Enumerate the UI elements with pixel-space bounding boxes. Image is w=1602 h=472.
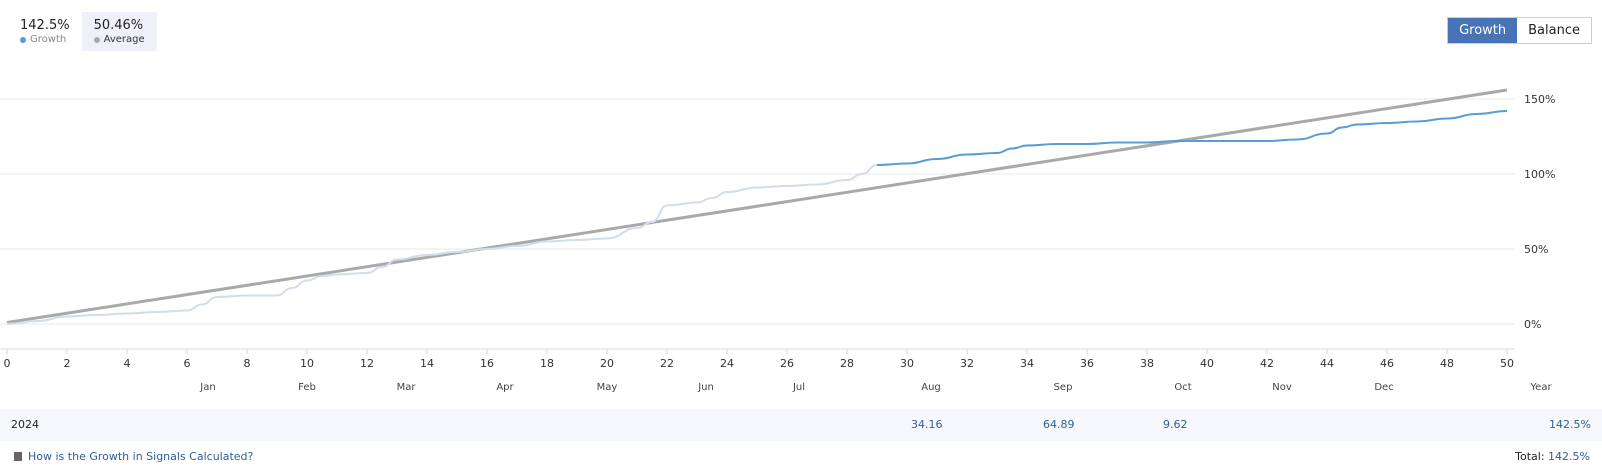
growth-dot-icon: [20, 36, 26, 43]
growth-series-line: [876, 110, 1508, 166]
x-tick-label: 34: [1020, 357, 1034, 370]
x-tick-label: 28: [840, 357, 854, 370]
total-label: Total:: [1515, 450, 1545, 463]
legend-average-label: Average: [103, 34, 145, 45]
month-label: Jul: [792, 382, 805, 393]
month-label: Aug: [921, 382, 941, 393]
growth-chart: 0%50%100%150% 0 2 4 6 8 10 12 14 16 18 20 22 24 26 28 3…: [0, 88, 1555, 393]
growth-button[interactable]: Growth: [1448, 18, 1518, 43]
footer-total: Total: 142.5%: [1515, 450, 1590, 463]
month-label: Nov: [1272, 382, 1292, 393]
month-labels: Jan Feb Mar Apr May Jun Jul Aug Sep Oct Nov Dec Year: [199, 382, 1552, 393]
y-axis-labels: 0% 50% 100% 150%: [1524, 93, 1555, 331]
x-tick-label: 16: [480, 357, 494, 370]
x-tick-label: 44: [1320, 357, 1334, 370]
average-series-line: [6, 88, 1508, 324]
help-footer: How is the Growth in Signals Calculated?: [14, 450, 253, 463]
x-tick-label: 36: [1080, 357, 1094, 370]
x-tick-label: 48: [1440, 357, 1454, 370]
summary-year-total: 142.5%: [1549, 418, 1591, 431]
year-label: Year: [1529, 382, 1552, 393]
x-tick-label: 2: [64, 357, 71, 370]
month-label: Jun: [697, 382, 714, 393]
x-tick-label: 20: [600, 357, 614, 370]
month-label: Oct: [1174, 382, 1191, 393]
y-tick-label: 50%: [1524, 243, 1548, 256]
legend-growth[interactable]: 142.5% Growth: [8, 12, 82, 51]
x-axis-labels: 0 2 4 6 8 10 12 14 16 18 20 22 24 26 28 30 32 34 36 38 40 42 4…: [4, 349, 1514, 370]
x-tick-label: 32: [960, 357, 974, 370]
month-label: Sep: [1054, 382, 1073, 393]
chart-lines: [6, 88, 1508, 325]
x-tick-label: 14: [420, 357, 434, 370]
x-tick-label: 24: [720, 357, 734, 370]
growth-series-line-faded: [6, 164, 878, 325]
legend-average[interactable]: 50.46% Average: [81, 12, 157, 51]
month-label: Mar: [397, 382, 417, 393]
y-tick-label: 150%: [1524, 93, 1555, 106]
y-tick-label: 100%: [1524, 168, 1555, 181]
x-tick-label: 50: [1500, 357, 1514, 370]
x-tick-label: 18: [540, 357, 554, 370]
growth-balance-toggle: Growth Balance: [1447, 17, 1592, 44]
summary-month-value: 34.16: [911, 418, 943, 431]
total-value: 142.5%: [1548, 450, 1590, 463]
year-summary-row: 2024 34.16 64.89 9.62 142.5%: [0, 409, 1602, 441]
chart-legend: 142.5% Growth 50.46% Average: [8, 12, 157, 51]
x-tick-label: 10: [300, 357, 314, 370]
x-tick-label: 46: [1380, 357, 1394, 370]
x-tick-label: 30: [900, 357, 914, 370]
month-label: Dec: [1374, 382, 1393, 393]
x-tick-label: 12: [360, 357, 374, 370]
legend-growth-label: Growth: [30, 34, 67, 45]
x-tick-label: 22: [660, 357, 674, 370]
x-tick-label: 6: [184, 357, 191, 370]
month-label: Feb: [298, 382, 316, 393]
legend-growth-value: 142.5%: [20, 18, 70, 33]
summary-year: 2024: [11, 418, 39, 431]
summary-month-value: 64.89: [1043, 418, 1075, 431]
book-icon: [14, 452, 22, 461]
average-dot-icon: [93, 36, 100, 43]
x-tick-label: 38: [1140, 357, 1154, 370]
balance-button[interactable]: Balance: [1517, 18, 1591, 43]
x-tick-label: 8: [244, 357, 251, 370]
y-tick-label: 0%: [1524, 318, 1541, 331]
x-tick-label: 26: [780, 357, 794, 370]
legend-average-value: 50.46%: [93, 18, 144, 33]
month-label: Jan: [199, 382, 215, 393]
x-tick-label: 42: [1260, 357, 1274, 370]
x-tick-label: 0: [4, 357, 11, 370]
month-label: Apr: [496, 382, 514, 393]
chart-grid: [0, 98, 1515, 350]
month-label: May: [597, 382, 618, 393]
summary-month-value: 9.62: [1163, 418, 1188, 431]
help-link[interactable]: How is the Growth in Signals Calculated?: [28, 450, 254, 463]
x-tick-label: 40: [1200, 357, 1214, 370]
x-tick-label: 4: [124, 357, 131, 370]
